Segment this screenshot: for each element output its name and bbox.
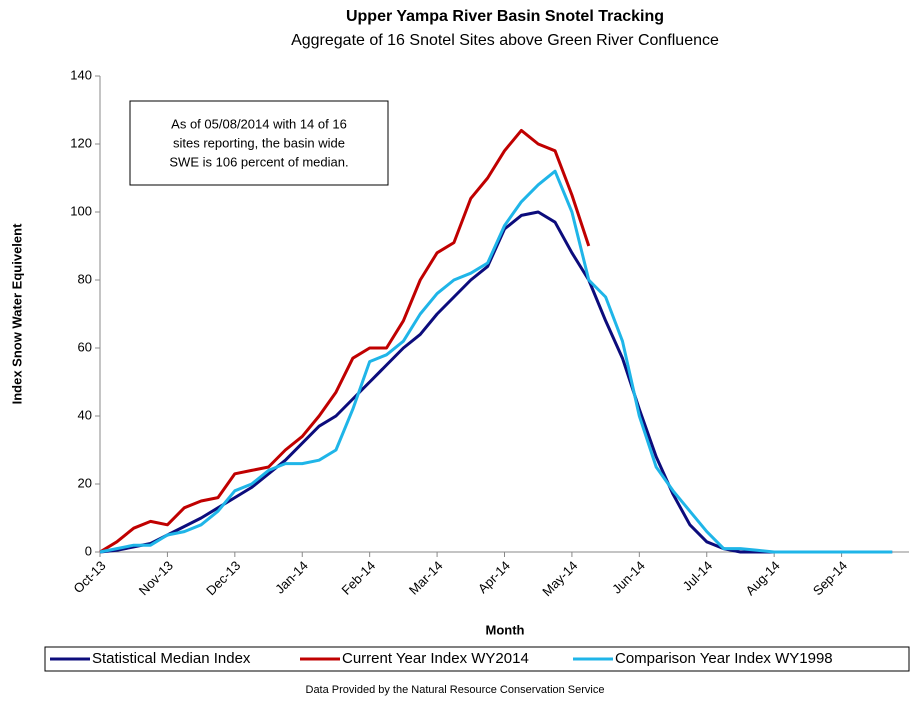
annotation-box	[129, 100, 389, 186]
x-tick-label: May-14	[539, 558, 580, 599]
x-tick-label: Feb-14	[338, 558, 378, 598]
footnote: Data Provided by the Natural Resource Co…	[306, 684, 605, 696]
annotation-text: SWE is 106 percent of median.	[169, 154, 348, 169]
chart-subtitle: Aggregate of 16 Snotel Sites above Green…	[291, 32, 719, 49]
x-tick-label: Dec-13	[203, 558, 243, 598]
y-tick-label: 40	[78, 407, 92, 422]
y-tick-label: 20	[78, 475, 92, 490]
y-axis-label: Index Snow Water Equivelent	[9, 223, 24, 404]
y-tick-label: 60	[78, 339, 92, 354]
series-line	[99, 210, 893, 554]
annotation-text: sites reporting, the basin wide	[173, 135, 345, 150]
annotation-text: As of 05/08/2014 with 14 of 16	[171, 116, 347, 131]
legend-label: Current Year Index WY2014	[342, 650, 529, 667]
x-axis-label: Month	[486, 622, 525, 637]
legend-label: Comparison Year Index WY1998	[615, 650, 833, 667]
x-tick-label: Jan-14	[272, 558, 311, 597]
series-line	[99, 169, 893, 554]
y-tick-label: 140	[70, 67, 92, 82]
y-tick-label: 120	[70, 135, 92, 150]
y-tick-label: 80	[78, 271, 92, 286]
x-tick-label: Oct-13	[70, 558, 108, 596]
x-tick-label: Jul-14	[680, 558, 716, 594]
chart-title: Upper Yampa River Basin Snotel Tracking	[346, 8, 664, 25]
x-tick-label: Mar-14	[406, 558, 446, 598]
x-tick-label: Sep-14	[810, 558, 850, 598]
x-tick-label: Aug-14	[742, 558, 782, 598]
legend-box	[44, 646, 910, 672]
x-tick-label: Apr-14	[475, 558, 513, 596]
x-tick-label: Jun-14	[609, 558, 648, 597]
y-tick-label: 0	[85, 543, 92, 558]
legend-label: Statistical Median Index	[92, 650, 251, 667]
series-line	[99, 128, 591, 554]
y-tick-label: 100	[70, 203, 92, 218]
x-tick-label: Nov-13	[136, 558, 176, 598]
